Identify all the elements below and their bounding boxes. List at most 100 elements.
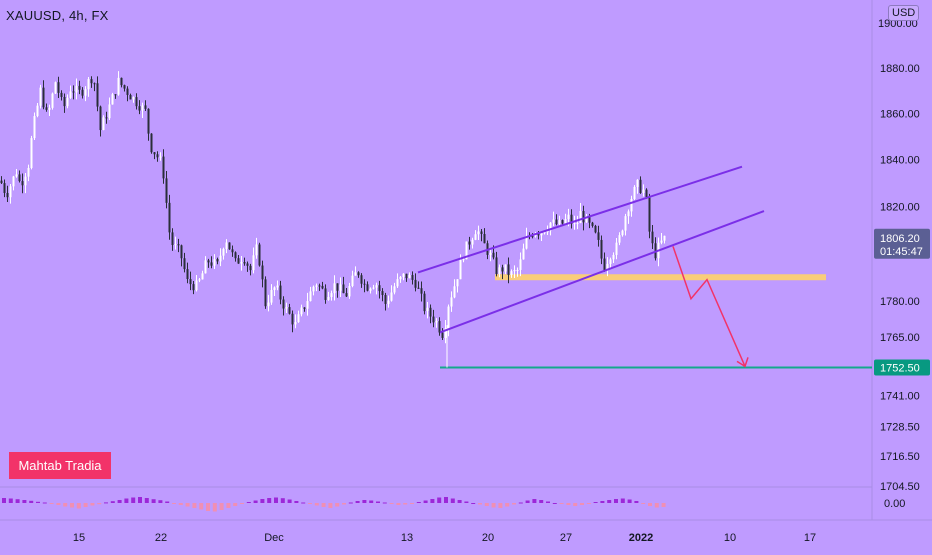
- candle-body: [63, 96, 66, 107]
- candle-body: [81, 89, 84, 96]
- candle-body: [78, 85, 81, 90]
- oscillator-bar: [151, 499, 156, 503]
- oscillator-bar: [586, 503, 591, 504]
- candle-body: [456, 279, 459, 287]
- candle-body: [144, 105, 147, 109]
- oscillator-bar: [607, 500, 612, 503]
- candle-body: [501, 267, 504, 272]
- candle-body: [9, 186, 12, 198]
- candle-body: [75, 85, 78, 93]
- candle-body: [204, 260, 207, 274]
- currency-badge[interactable]: USD: [888, 5, 920, 21]
- oscillator-bar: [192, 503, 197, 508]
- oscillator-bar: [49, 503, 54, 504]
- candle-body: [546, 230, 549, 233]
- candle-body: [282, 299, 285, 309]
- candle-body: [36, 105, 39, 117]
- oscillator-bar: [117, 500, 122, 503]
- candle-body: [588, 216, 591, 223]
- candle-body: [312, 286, 315, 292]
- x-tick-label: 20: [482, 532, 494, 544]
- candle-body: [615, 242, 618, 255]
- candle-body: [453, 286, 456, 298]
- current-price-badge: [874, 228, 930, 259]
- candle-body: [450, 297, 453, 307]
- watermark-label: Mahtab Tradia: [9, 452, 111, 479]
- candle-body: [648, 197, 651, 232]
- oscillator-bar: [376, 501, 380, 503]
- oscillator-bar: [42, 502, 47, 504]
- candle-body: [285, 307, 288, 309]
- candle-body: [537, 233, 540, 236]
- oscillator-bar: [138, 497, 142, 503]
- candle-body: [93, 83, 96, 85]
- oscillator-bar: [124, 498, 129, 503]
- candle-body: [210, 262, 213, 266]
- oscillator-bar: [430, 499, 435, 503]
- candle-body: [189, 279, 192, 285]
- candle-body: [525, 235, 528, 249]
- candle-body: [363, 283, 366, 285]
- oscillator-bar: [240, 503, 244, 504]
- y-tick-label: 1860.00: [880, 109, 920, 121]
- oscillator-bar: [457, 500, 462, 503]
- candle-body: [180, 245, 183, 259]
- oscillator-bar: [580, 503, 584, 505]
- candle-body: [108, 104, 111, 119]
- candle-body: [420, 288, 423, 294]
- candle-body: [255, 244, 258, 256]
- candle-body: [240, 262, 243, 264]
- candle-body: [288, 307, 291, 314]
- candle-body: [117, 77, 120, 95]
- oscillator-bar: [233, 503, 238, 506]
- oscillator-bar: [355, 501, 360, 503]
- oscillator-bar: [56, 503, 61, 505]
- candle-body: [636, 179, 639, 187]
- candle-body: [510, 271, 513, 276]
- candle-body: [291, 313, 294, 325]
- oscillator-bar: [484, 503, 489, 506]
- projection-arrowhead: [736, 357, 749, 368]
- oscillator-bar: [362, 500, 367, 503]
- y-tick-label: 1780.00: [880, 296, 920, 308]
- candle-body: [405, 273, 408, 279]
- candle-body: [165, 178, 168, 203]
- candle-body: [519, 259, 522, 270]
- oscillator-bar: [219, 503, 224, 510]
- candle-body: [243, 262, 246, 264]
- candle-body: [126, 88, 129, 95]
- oscillator-bar: [512, 503, 516, 505]
- candle-body: [399, 276, 402, 280]
- candle-body: [432, 316, 435, 323]
- oscillator-bar: [328, 503, 333, 508]
- symbol-title: XAUUSD, 4h, FX: [6, 8, 109, 23]
- candle-body: [444, 328, 447, 338]
- y-tick-label: 1741.00: [880, 391, 920, 403]
- candle-body: [21, 181, 24, 186]
- oscillator-bar: [641, 503, 646, 504]
- oscillator-bar: [539, 500, 544, 503]
- candle-body: [540, 233, 543, 236]
- candle-body: [201, 273, 204, 280]
- y-tick-label: 1765.00: [880, 332, 920, 344]
- candle-body: [639, 179, 642, 193]
- candle-body: [558, 220, 561, 225]
- candle-body: [567, 214, 570, 220]
- candle-body: [258, 244, 261, 266]
- candle-body: [198, 279, 201, 281]
- candle-body: [276, 285, 279, 288]
- candle-body: [582, 210, 585, 223]
- candle-body: [474, 234, 477, 240]
- x-tick-label: 15: [73, 532, 85, 544]
- oscillator-bar: [342, 503, 346, 505]
- candle-body: [42, 87, 45, 108]
- oscillator-bar: [348, 502, 353, 504]
- candle-body: [234, 252, 237, 259]
- candle-body: [99, 106, 102, 131]
- oscillator-bar: [566, 503, 571, 505]
- oscillator-bar: [301, 502, 306, 504]
- candle-body: [378, 285, 381, 292]
- y-tick-label: 1716.50: [880, 451, 920, 463]
